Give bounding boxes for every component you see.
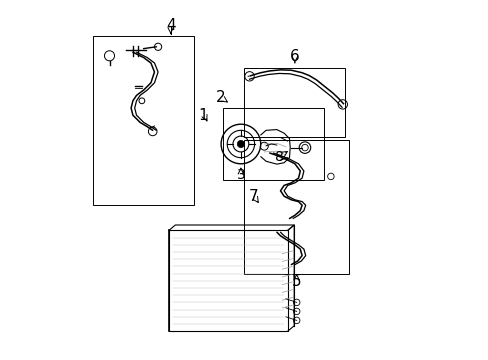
Text: 1: 1 [198,108,207,123]
Bar [223,108,323,180]
Text: 7: 7 [248,189,258,204]
Text: 5: 5 [291,274,301,289]
Text: 8: 8 [274,150,283,163]
Text: 4: 4 [165,18,175,33]
Bar [244,140,348,274]
Circle shape [237,140,244,148]
Bar [93,36,194,205]
Text: 3: 3 [236,168,245,181]
Bar [244,68,345,137]
Text: 2: 2 [216,90,225,105]
Text: 6: 6 [289,49,299,64]
